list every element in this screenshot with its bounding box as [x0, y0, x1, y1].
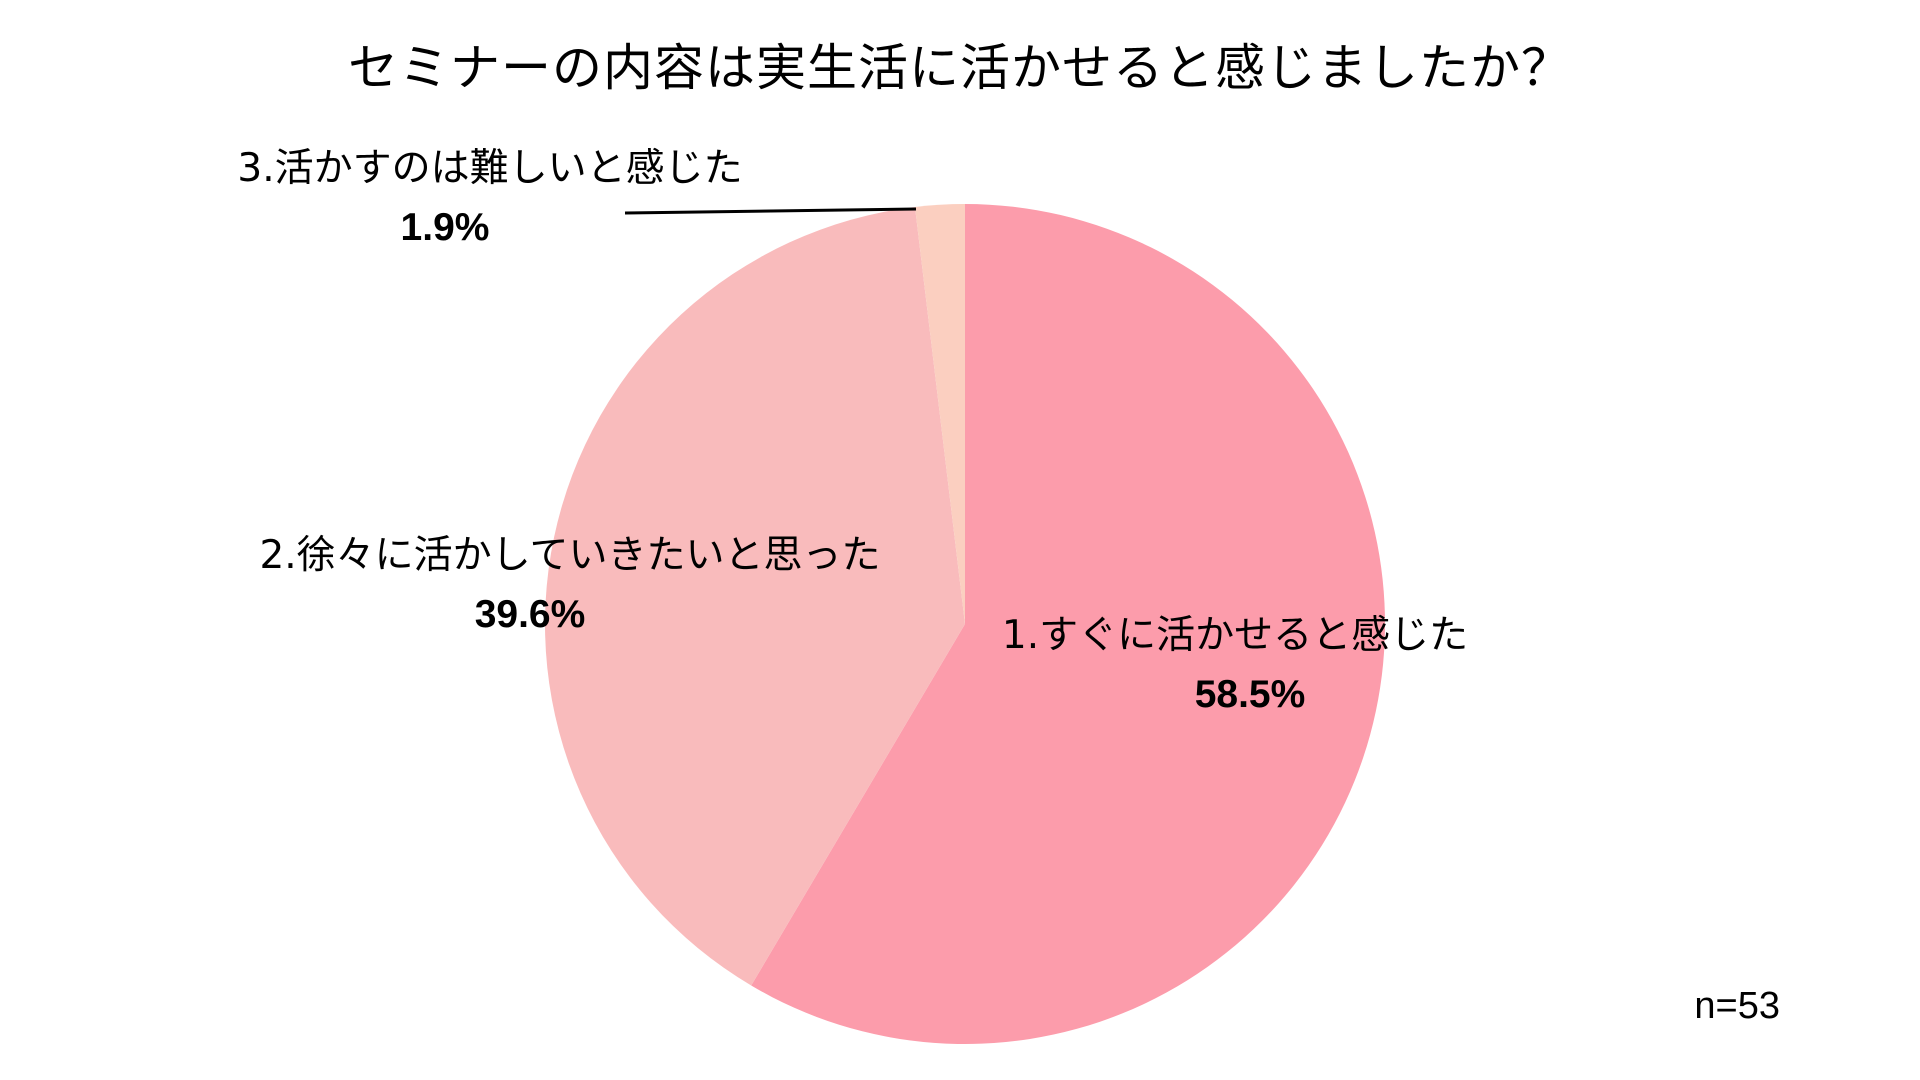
sample-size-note: n=53	[1694, 985, 1780, 1027]
slice-3-leader-line	[624, 207, 917, 215]
pie-slice-3	[914, 204, 965, 624]
slice-3-name: 3.活かすのは難しいと感じた	[237, 146, 743, 191]
pie-slices	[544, 204, 1385, 1044]
slice-label-3: 3.活かすのは難しいと感じた 1.9%	[190, 145, 790, 253]
slice-label-1: 1.すぐに活かせると感じた 58.5%	[970, 612, 1500, 720]
pie-slice-1	[751, 204, 1385, 1044]
slice-label-2: 2.徐々に活かしていきたいと思った 39.6%	[200, 532, 940, 640]
slice-1-value: 58.5%	[1194, 672, 1306, 716]
slice-1-name: 1.すぐに活かせると感じた	[1001, 613, 1469, 658]
slice-2-name: 2.徐々に活かしていきたいと思った	[259, 533, 881, 578]
pie-slice-2	[544, 206, 965, 986]
slice-3-value: 1.9%	[400, 205, 490, 249]
chart-title: セミナーの内容は実生活に活かせると感じましたか？	[348, 39, 1572, 97]
slice-2-value: 39.6%	[474, 592, 586, 636]
